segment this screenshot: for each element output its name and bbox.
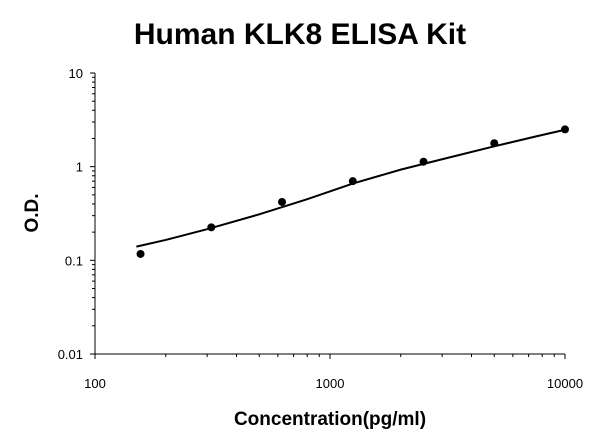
data-point	[136, 249, 145, 258]
x-tick-label: 1000	[316, 376, 345, 391]
data-point	[207, 223, 216, 232]
x-axis-title: Concentration(pg/ml)	[234, 409, 426, 430]
fit-curve	[136, 128, 566, 248]
tick-marks	[90, 72, 566, 359]
data-point	[278, 197, 287, 206]
data-points	[136, 125, 569, 258]
axes	[94, 73, 565, 355]
x-tick-label: 10000	[547, 376, 583, 391]
y-tick-label: 10	[69, 66, 83, 81]
data-point	[348, 177, 357, 186]
y-tick-label: 1	[76, 160, 83, 175]
data-point	[561, 125, 569, 134]
chart-title: Human KLK8 ELISA Kit	[133, 18, 467, 51]
data-point	[490, 139, 499, 148]
y-axis-title: O.D.	[22, 193, 43, 232]
data-point	[419, 157, 428, 166]
y-tick-label: 0.1	[65, 253, 83, 268]
y-tick-label: 0.01	[58, 347, 83, 362]
tick-labels: 0.01 0.1 1 10 100 1000 10000	[58, 66, 583, 391]
x-tick-label: 100	[84, 376, 106, 391]
fit-curve-group	[136, 128, 566, 248]
